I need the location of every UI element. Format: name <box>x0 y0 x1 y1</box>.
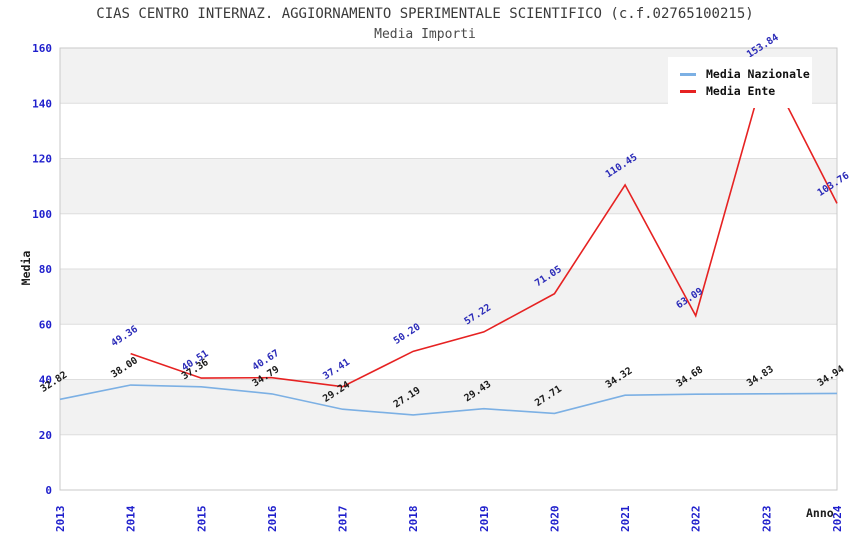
x-tick-label: 2021 <box>619 505 632 532</box>
legend-label-nazionale: Media Nazionale <box>706 67 810 81</box>
x-tick-label: 2018 <box>407 506 420 533</box>
legend-line-swatch-nazionale <box>680 72 696 76</box>
x-tick-label: 2022 <box>690 506 703 533</box>
grid-band <box>60 269 837 325</box>
grid-band <box>60 379 837 435</box>
legend-item-media-ente: Media Ente <box>680 83 812 99</box>
y-tick-label: 40 <box>39 374 52 387</box>
x-axis-title: Anno <box>806 506 834 520</box>
point-label: 37.41 <box>321 357 352 382</box>
plot-frame <box>59 47 838 491</box>
chart-subtitle: Media Importi <box>374 27 476 42</box>
line-media-nazionale <box>59 384 838 416</box>
y-tick-label: 60 <box>39 318 52 331</box>
chart-title: CIAS CENTRO INTERNAZ. AGGIORNAMENTO SPER… <box>96 6 754 22</box>
y-tick-label: 100 <box>32 208 52 221</box>
x-tick-label: 2014 <box>125 505 138 532</box>
y-tick-label: 20 <box>39 429 52 442</box>
legend-item-media-nazionale: Media Nazionale <box>680 66 812 82</box>
y-tick-label: 160 <box>32 42 52 55</box>
x-tick-label: 2024 <box>831 505 844 532</box>
x-tick-label: 2023 <box>760 506 773 533</box>
point-label: 50.20 <box>392 321 423 346</box>
x-tick-label: 2017 <box>337 506 350 533</box>
y-axis-title: Media <box>19 250 33 286</box>
line-media-ente <box>130 62 838 388</box>
legend-label-ente: Media Ente <box>706 84 776 98</box>
y-tick-label: 120 <box>32 153 52 166</box>
y-tick-label: 0 <box>45 484 52 497</box>
point-label: 49.36 <box>109 324 140 349</box>
point-label: 38.00 <box>109 355 140 380</box>
legend: Media Nazionale Media Ente <box>668 57 812 108</box>
x-tick-label: 2016 <box>266 505 279 532</box>
grid-band <box>60 158 837 214</box>
x-tick-label: 2020 <box>548 506 561 533</box>
x-tick-label: 2013 <box>54 506 67 533</box>
legend-line-swatch-ente <box>680 89 696 93</box>
x-tick-label: 2019 <box>478 506 491 533</box>
y-tick-label: 80 <box>39 263 52 276</box>
y-tick-label: 140 <box>32 97 52 110</box>
x-tick-label: 2015 <box>195 506 208 533</box>
